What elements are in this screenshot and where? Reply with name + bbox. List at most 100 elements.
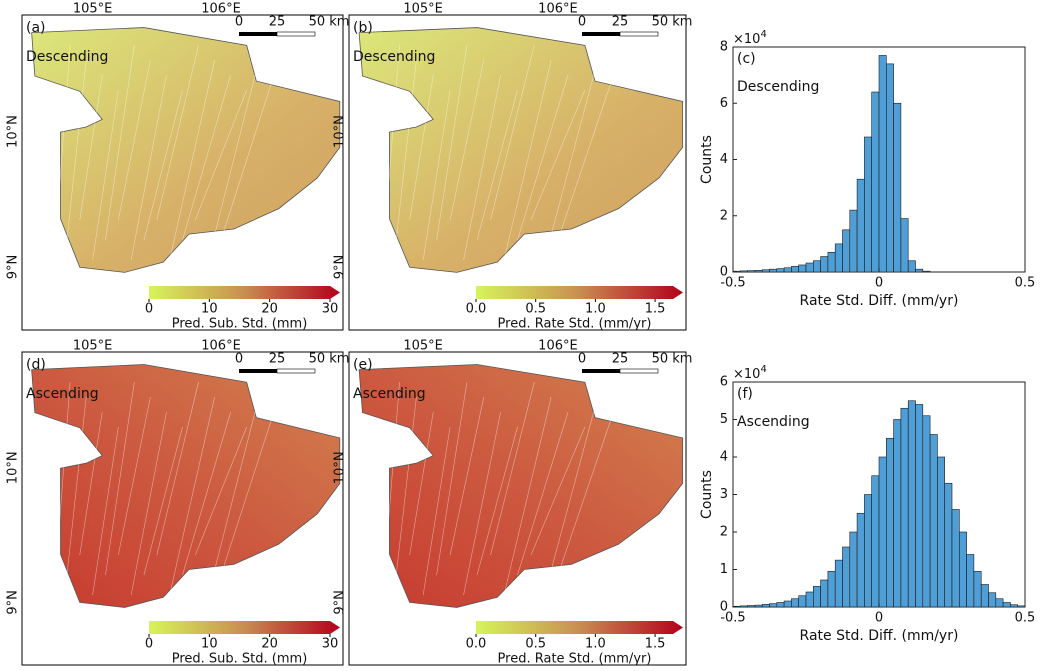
colorbar-tick-label: 20: [261, 637, 278, 652]
map-texture: [66, 59, 87, 241]
colorbar: [149, 286, 340, 299]
bar: [812, 260, 821, 273]
colorbar-tick-label: 0.5: [525, 637, 546, 652]
bar: [791, 266, 800, 273]
colorbar-label: Pred. Rate Std. (mm/yr): [498, 652, 652, 667]
bar: [783, 267, 792, 273]
map-texture: [503, 59, 552, 261]
colorbar: [476, 286, 683, 299]
bar: [864, 136, 873, 273]
colorbar-tick-label: 0: [145, 637, 153, 652]
bar: [929, 434, 938, 608]
colorbar-tick-label: 1.0: [585, 637, 606, 652]
bar: [827, 571, 836, 608]
bar: [783, 600, 792, 608]
lat-label: 9°N: [6, 255, 21, 280]
colorbar-tick-label: 10: [201, 302, 218, 317]
bar: [834, 559, 843, 608]
y-axis-label: Counts: [699, 470, 715, 519]
colorbar-tick-label: 0.0: [466, 302, 487, 317]
map-texture: [382, 381, 400, 596]
bar: [864, 494, 873, 608]
map-texture: [422, 426, 451, 596]
y-multiplier-base: ×10: [733, 367, 760, 382]
map-texture: [182, 411, 231, 576]
scale-bar-label: 0: [235, 15, 243, 30]
map-texture: [66, 396, 87, 576]
lat-label: 9°N: [6, 590, 21, 615]
bar: [834, 243, 843, 273]
map-texture: [105, 381, 135, 576]
y-tick-label: 5: [720, 412, 728, 427]
bar: [871, 475, 880, 608]
bar: [747, 605, 756, 608]
bar: [915, 404, 924, 608]
lon-label: 106°E: [201, 2, 241, 17]
scale-bar-label: 25: [612, 352, 629, 367]
map-texture: [449, 59, 485, 221]
bar: [805, 591, 814, 608]
colorbar-tick-label: 0.5: [525, 302, 546, 317]
scale-bar-black: [239, 32, 277, 36]
lon-label: 105°E: [403, 2, 443, 17]
lat-label: 10°N: [6, 451, 21, 484]
map-texture: [195, 426, 247, 556]
x-tick-label: 0: [875, 611, 883, 626]
y-tick-label: 6: [720, 375, 728, 390]
bar: [798, 595, 807, 608]
bar: [973, 571, 982, 608]
lon-label: 105°E: [73, 2, 113, 17]
map-texture: [422, 89, 451, 261]
map-texture: [207, 44, 264, 261]
bar: [995, 598, 1004, 608]
bar: [849, 209, 858, 273]
map-texture: [395, 59, 417, 241]
colorbar-tick-label: 1.5: [645, 637, 666, 652]
x-axis-label: Rate Std. Diff. (mm/yr): [800, 628, 959, 644]
y-multiplier-base: ×10: [733, 32, 760, 47]
bar: [922, 270, 931, 273]
map-texture: [105, 44, 135, 241]
map-region: [358, 27, 684, 273]
scale-bar-white: [619, 31, 659, 37]
bar: [893, 102, 902, 273]
bar: [951, 509, 960, 608]
scale-bar-label: 50 km: [309, 15, 350, 30]
scale-bar-label: 0: [578, 352, 586, 367]
scale-bar-label: 0: [235, 352, 243, 367]
bar: [966, 554, 975, 608]
y-tick-label: 2: [720, 208, 728, 223]
lat-label: 9°N: [333, 255, 348, 280]
lon-label: 106°E: [201, 339, 241, 354]
map-texture: [544, 381, 603, 596]
bar: [878, 456, 887, 608]
annotation: Descending: [737, 79, 819, 95]
lat-label: 9°N: [333, 590, 348, 615]
colorbar-tick-label: 1.0: [585, 302, 606, 317]
scale-bar-label: 50 km: [309, 352, 350, 367]
map-texture: [382, 44, 400, 261]
bar: [900, 407, 909, 608]
map-texture: [79, 411, 103, 556]
map-texture: [544, 44, 603, 261]
colorbar-label: Pred. Sub. Std. (mm): [172, 652, 308, 667]
bar: [988, 592, 997, 608]
bar: [791, 598, 800, 608]
y-multiplier: ×104: [733, 364, 767, 382]
map-texture: [118, 59, 151, 221]
bar: [739, 270, 748, 273]
map-texture: [490, 381, 535, 556]
x-tick-label: 0: [875, 276, 883, 291]
bar: [885, 63, 894, 273]
panel-label: (e): [353, 357, 373, 373]
colorbar-tick-label: 30: [322, 637, 339, 652]
y-tick-label: 4: [720, 152, 728, 167]
panel-label: (d): [26, 357, 46, 373]
scale-bar-label: 50 km: [652, 352, 693, 367]
bar: [761, 604, 770, 608]
orbit-label: Descending: [26, 49, 108, 65]
map-texture: [220, 396, 280, 576]
y-tick-label: 0: [720, 265, 728, 280]
map-texture: [517, 74, 569, 241]
map-texture: [409, 74, 434, 221]
